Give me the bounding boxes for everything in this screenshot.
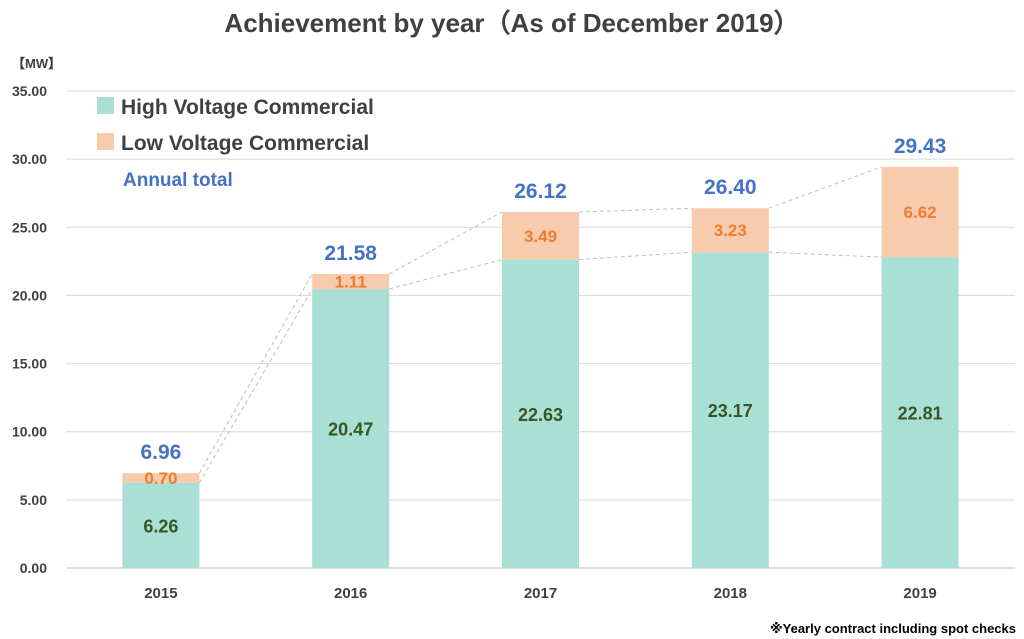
bar-low-voltage [122,473,200,483]
data-label-high-voltage: 23.17 [708,401,753,421]
y-tick-label: 35.00 [12,83,47,99]
legend-swatch-low-voltage [97,133,114,150]
bar-low-voltage [502,212,579,260]
connector-line [388,211,503,275]
data-label-high-voltage: 6.26 [143,516,178,536]
data-labels: 6.26 0.70 6.96 20.47 1.11 21.58 22.63 3.49 26.12… [140,135,946,536]
data-label-annual-total: 6.96 [140,441,181,464]
x-tick-label: 2018 [714,585,747,602]
connector-line [389,259,503,290]
bar-high-voltage [122,482,200,568]
data-label-low-voltage: 3.23 [714,221,747,240]
chart-title: Achievement by year（As of December 2019） [224,8,799,38]
data-label-annual-total: 26.40 [704,176,757,199]
unit-label: 【MW】 [12,56,61,71]
data-label-low-voltage: 1.11 [335,272,367,291]
connector-line [198,273,313,474]
x-axis: 2015 2016 2017 2018 2019 [144,585,937,602]
legend-label-high-voltage: High Voltage Commercial [121,96,374,119]
y-axis: 0.00 5.00 10.00 15.00 20.00 25.00 30.00 35.00 [12,83,47,576]
bar-low-voltage [691,208,769,253]
connector-lines [198,166,882,483]
bar-low-voltage [312,273,390,290]
data-label-annual-total: 29.43 [894,135,947,158]
data-label-high-voltage: 20.47 [328,420,373,440]
bar-high-voltage [881,257,959,568]
y-tick-label: 30.00 [12,151,47,167]
y-tick-label: 5.00 [20,492,47,508]
connector-line [578,207,692,213]
bar-high-voltage [312,289,390,568]
y-tick-label: 15.00 [12,356,47,372]
data-label-low-voltage: 3.49 [524,227,557,246]
data-label-high-voltage: 22.81 [898,404,943,424]
data-label-annual-total: 26.12 [514,180,567,203]
x-tick-label: 2016 [334,585,367,602]
bar-low-voltage [881,166,959,258]
legend-label-annual-total: Annual total [123,170,233,191]
footnote: ※Yearly contract including spot checks [770,621,1016,636]
connector-line [768,251,882,258]
bar-high-voltage [502,259,579,568]
y-tick-label: 0.00 [20,560,47,576]
y-tick-label: 20.00 [12,287,47,303]
x-tick-label: 2019 [903,585,936,602]
data-label-high-voltage: 22.63 [518,405,563,425]
data-label-annual-total: 21.58 [324,242,377,265]
connector-line [578,251,692,261]
connector-line [198,288,313,483]
data-label-low-voltage: 6.62 [904,203,937,222]
x-tick-label: 2017 [524,585,557,602]
legend-swatch-high-voltage [97,97,114,114]
connector-line [768,166,882,209]
y-tick-label: 10.00 [12,424,47,440]
legend-label-low-voltage: Low Voltage Commercial [121,132,369,155]
bars [122,166,959,568]
x-tick-label: 2015 [144,585,177,602]
bar-high-voltage [691,252,769,568]
y-tick-label: 25.00 [12,219,47,235]
data-label-low-voltage: 0.70 [144,469,177,488]
legend: High Voltage Commercial Low Voltage Comm… [97,96,374,191]
